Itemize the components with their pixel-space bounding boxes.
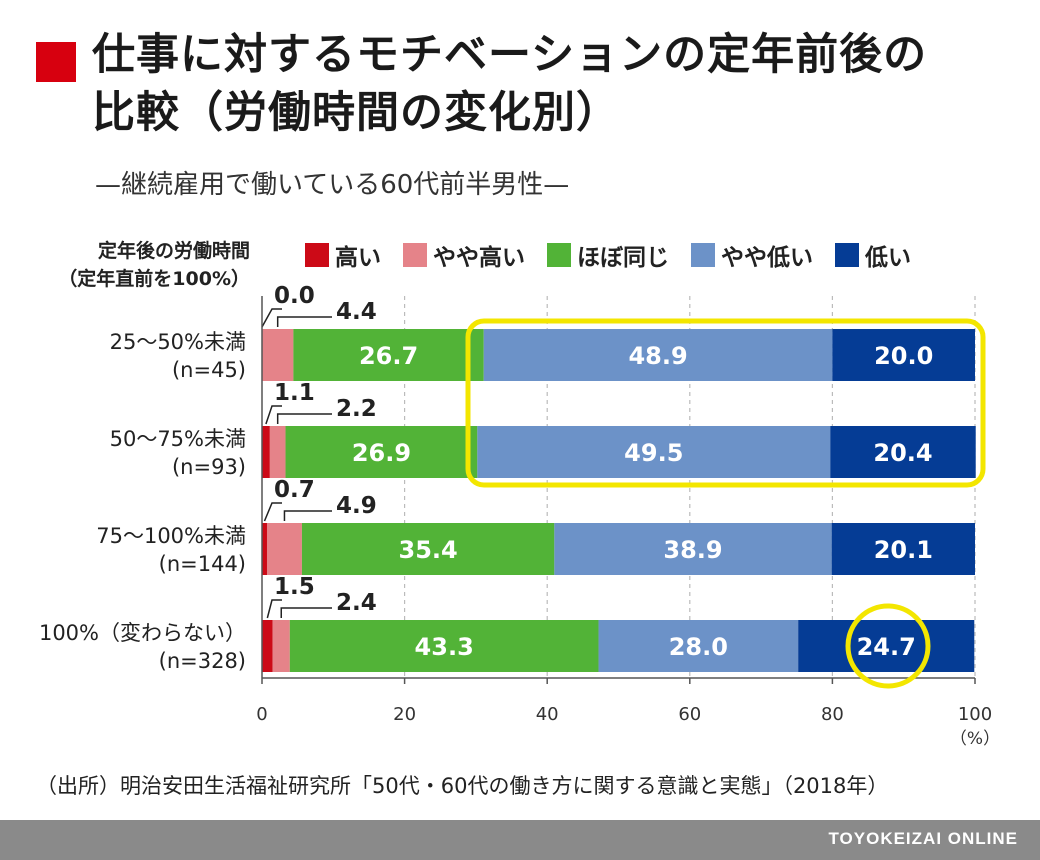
bar-segment-r2-s1 xyxy=(266,523,302,575)
data-label-r0-s0: 0.0 xyxy=(274,283,315,309)
data-label-r1-s2: 26.9 xyxy=(352,439,411,467)
data-label-r0-s4: 20.0 xyxy=(874,342,933,370)
data-label-r3-s4: 24.7 xyxy=(857,633,916,661)
chart-subtitle: —継続雇用で働いている60代前半男性— xyxy=(95,170,570,200)
bar-segment-r3-s1 xyxy=(272,620,290,672)
data-label-r2-s0: 0.7 xyxy=(274,477,315,503)
data-label-r2-s4: 20.1 xyxy=(874,536,933,564)
callout-leader-r3-s1 xyxy=(280,607,332,618)
legend-swatch-somewhat-low xyxy=(691,243,715,267)
bar-segment-r3-s2 xyxy=(289,620,599,672)
category-n-3: (n=328) xyxy=(159,649,246,673)
data-label-r1-s0: 1.1 xyxy=(274,380,315,406)
chart-title: 仕事に対するモチベーションの定年前後の 比較（労働時間の変化別） xyxy=(92,26,927,142)
callout-leader-r0-s0 xyxy=(261,308,282,328)
data-label-r1-s1: 2.2 xyxy=(336,396,377,422)
bar-segment-r1-s0 xyxy=(262,426,270,478)
legend-item-low: 低い xyxy=(835,238,911,272)
x-tick-label-0: 0 xyxy=(256,704,267,725)
source-note: （出所）明治安田生活福祉研究所「50代・60代の働き方に関する意識と実態」（20… xyxy=(36,774,889,798)
legend-item-about-same: ほぼ同じ xyxy=(547,238,669,272)
data-label-r3-s3: 28.0 xyxy=(669,633,728,661)
bar-segment-r0-s1 xyxy=(262,329,294,381)
data-label-r3-s1: 2.4 xyxy=(336,590,377,616)
legend-item-somewhat-low: やや低い xyxy=(691,238,813,272)
data-label-r2-s3: 38.9 xyxy=(663,536,722,564)
bar-segment-r3-s0 xyxy=(262,620,273,672)
data-label-r1-s4: 20.4 xyxy=(873,439,932,467)
bar-segment-r1-s1 xyxy=(269,426,286,478)
callout-leader-r2-s1 xyxy=(283,510,332,521)
category-label-3: 100%（変わらない） xyxy=(39,621,246,645)
legend-label-low: 低い xyxy=(865,245,911,271)
callout-leader-r1-s1 xyxy=(276,413,332,424)
legend-item-high: 高い xyxy=(305,238,381,272)
data-label-r0-s2: 26.7 xyxy=(359,342,418,370)
legend-label-somewhat-low: やや低い xyxy=(721,245,813,271)
data-label-r2-s1: 4.9 xyxy=(336,493,377,519)
highlight-box xyxy=(465,318,986,488)
data-label-r3-s2: 43.3 xyxy=(415,633,474,661)
callout-leader-r3-s0 xyxy=(266,599,282,619)
callout-leader-r2-s0 xyxy=(263,502,282,522)
stacked-bar-chart: 26.7 48.9 20.0 0.0 4.4 25〜50%未満 (n=45) 26.9 49.5… xyxy=(39,283,1000,749)
legend: 高い やや高い ほぼ同じ やや低い 低い xyxy=(305,238,933,272)
legend-swatch-high xyxy=(305,243,329,267)
bar-segment-r1-s2 xyxy=(285,426,478,478)
x-tick-label-80: 80 xyxy=(821,704,844,725)
bar-segment-r3-s3 xyxy=(598,620,799,672)
data-label-r3-s0: 1.5 xyxy=(274,574,315,600)
category-label-0: 25〜50%未満 xyxy=(110,330,246,354)
legend-label-somewhat-high: やや高い xyxy=(433,245,525,271)
x-axis-unit: （%） xyxy=(950,729,1000,749)
chart-title-line-1: 仕事に対するモチベーションの定年前後の xyxy=(92,30,928,80)
bar-segment-r0-s4 xyxy=(832,329,975,381)
category-label-1: 50〜75%未満 xyxy=(110,427,246,451)
legend-label-high: 高い xyxy=(335,245,381,271)
y-axis-title-line-2: （定年直前を100%） xyxy=(58,268,250,290)
legend-swatch-about-same xyxy=(547,243,571,267)
data-label-r1-s3: 49.5 xyxy=(624,439,683,467)
x-tick-label-40: 40 xyxy=(536,704,559,725)
bar-segment-r2-s2 xyxy=(301,523,555,575)
data-label-r0-s3: 48.9 xyxy=(628,342,687,370)
bar-segment-r3-s4 xyxy=(798,620,975,672)
bar-segment-r2-s4 xyxy=(831,523,975,575)
bar-segment-r2-s0 xyxy=(262,523,267,575)
x-tick-label-60: 60 xyxy=(678,704,701,725)
category-n-1: (n=93) xyxy=(172,455,246,479)
x-tick-label-100: 100 xyxy=(958,704,992,725)
category-n-0: (n=45) xyxy=(172,358,246,382)
x-tick-label-20: 20 xyxy=(393,704,416,725)
title-marker xyxy=(36,42,76,82)
data-label-r0-s1: 4.4 xyxy=(336,299,377,325)
bar-segment-r1-s3 xyxy=(477,426,831,478)
callout-leader-r0-s1 xyxy=(276,316,332,327)
chart-title-line-2: 比較（労働時間の変化別） xyxy=(92,88,620,138)
bar-segment-r2-s3 xyxy=(554,523,832,575)
legend-swatch-low xyxy=(835,243,859,267)
bar-segment-r0-s2 xyxy=(293,329,484,381)
legend-swatch-somewhat-high xyxy=(403,243,427,267)
legend-label-about-same: ほぼ同じ xyxy=(577,245,669,271)
footer-bar: TOYOKEIZAI ONLINE xyxy=(0,820,1040,860)
y-axis-title-line-1: 定年後の労働時間 xyxy=(97,240,250,262)
legend-item-somewhat-high: やや高い xyxy=(403,238,525,272)
publisher-credit: TOYOKEIZAI ONLINE xyxy=(828,829,1018,848)
category-label-2: 75〜100%未満 xyxy=(96,524,246,548)
callout-leader-r1-s0 xyxy=(265,405,282,425)
highlight-circle xyxy=(845,603,931,689)
data-label-r2-s2: 35.4 xyxy=(399,536,458,564)
bar-segment-r0-s3 xyxy=(483,329,833,381)
bar-segment-r1-s4 xyxy=(830,426,976,478)
category-n-2: (n=144) xyxy=(159,552,246,576)
